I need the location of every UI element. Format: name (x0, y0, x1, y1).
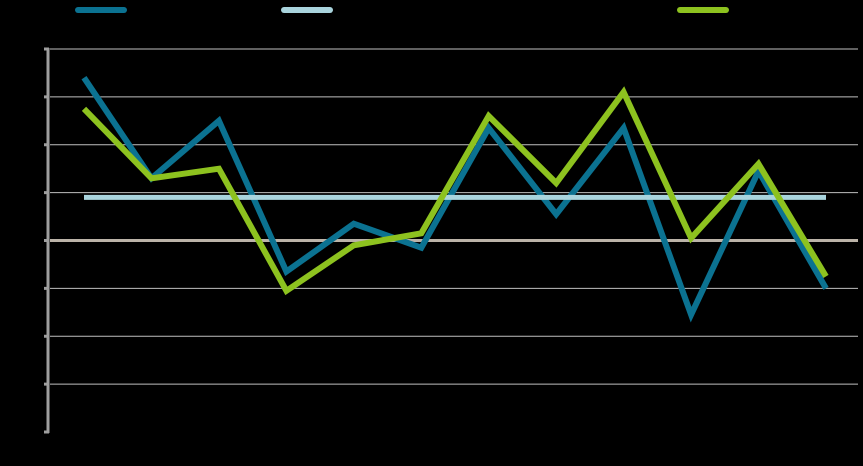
series-line-3 (81, 86, 829, 296)
series-line-1 (81, 76, 829, 323)
grid (50, 48, 858, 385)
series-lines (81, 76, 829, 323)
y-axis (44, 47, 50, 434)
